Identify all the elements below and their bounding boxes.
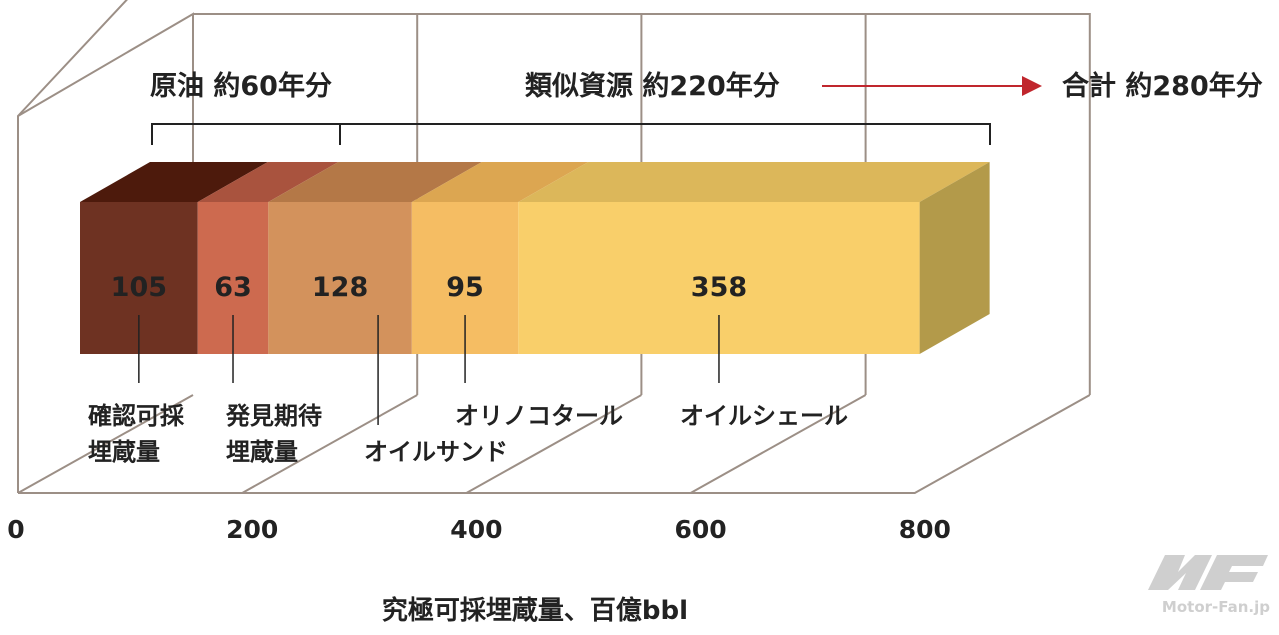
series-label-1: 発見期待 — [225, 402, 322, 430]
value-label-1: 63 — [214, 272, 252, 303]
back-wall — [193, 13, 1091, 395]
x-axis-title: 究極可採埋蔵量、百億bbl — [382, 595, 688, 626]
bar-top-3 — [411, 162, 589, 202]
similar-annotation: 類似資源 約220年分 — [525, 70, 780, 102]
bar-segments — [80, 162, 990, 354]
series-label-4: オイルシェール — [680, 402, 848, 430]
floor — [18, 394, 1091, 494]
x-tick-600: 600 — [675, 515, 727, 544]
bar-top-4 — [518, 162, 990, 202]
value-label-2: 128 — [312, 272, 368, 303]
value-labels: 105 63 128 95 358 — [111, 272, 747, 303]
series-label-2: オイルサンド — [364, 438, 508, 466]
gridline-floor-400 — [465, 394, 642, 494]
gridline-floor-200 — [241, 394, 418, 494]
total-annotation: 合計 約280年分 — [1062, 70, 1263, 102]
value-label-4: 358 — [691, 272, 747, 303]
bar-side-face — [919, 162, 990, 354]
x-tick-400: 400 — [450, 515, 502, 544]
series-label-3: オリノコタール — [455, 402, 623, 430]
x-tick-800: 800 — [899, 515, 951, 544]
floor-left-edge — [17, 394, 194, 494]
bar-top-1 — [197, 162, 339, 202]
x-tick-0: 0 — [7, 515, 24, 544]
chart-frame — [17, 0, 1091, 494]
bar-top-0 — [80, 162, 268, 202]
leader-lines — [138, 315, 720, 425]
x-tick-labels: 0 200 400 600 800 — [7, 515, 951, 544]
series-label-0: 確認可採 — [88, 402, 185, 430]
gridline-floor-600 — [690, 394, 867, 494]
x-tick-200: 200 — [226, 515, 278, 544]
motor-fan-logo: Motor-Fan.jp — [1148, 555, 1270, 616]
value-label-0: 105 — [111, 272, 167, 303]
series-label-line2-0: 埋蔵量 — [88, 438, 160, 466]
bracket-crude — [151, 123, 991, 145]
series-label-line2-1: 埋蔵量 — [226, 438, 298, 466]
value-label-3: 95 — [446, 272, 484, 303]
bar-segment-2 — [268, 202, 412, 354]
watermark-text: Motor-Fan.jp — [1162, 598, 1270, 616]
crude-annotation: 原油 約60年分 — [150, 70, 332, 102]
bar-top-2 — [268, 162, 482, 202]
